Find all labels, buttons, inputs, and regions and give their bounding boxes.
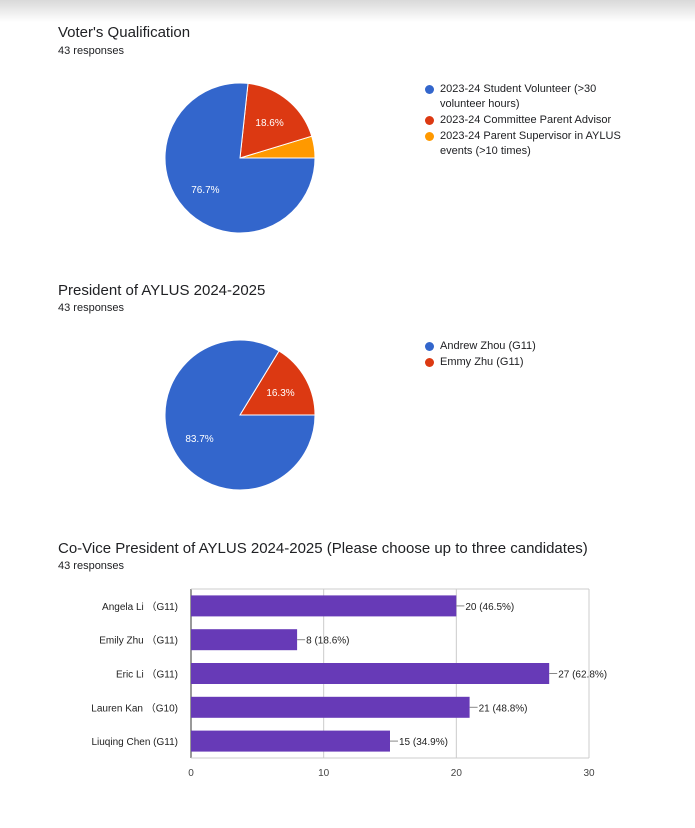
bar[interactable] bbox=[191, 663, 550, 684]
legend-swatch bbox=[425, 342, 434, 351]
pie-voter-qualification: 18.6% 76.7% bbox=[164, 82, 316, 234]
pie-slice-label: 16.3% bbox=[266, 388, 294, 399]
question-1-title: Voter's Qualification bbox=[58, 24, 191, 41]
category-label: Emily Zhu （G11) bbox=[99, 635, 178, 647]
bar[interactable] bbox=[191, 595, 457, 617]
pie-slice[interactable] bbox=[164, 339, 316, 491]
pie-slice-label: 18.6% bbox=[255, 118, 283, 129]
legend-item-committee-parent-advisor[interactable]: 2023-24 Committee Parent Advisor bbox=[425, 113, 625, 128]
value-label: 20 (46.5%) bbox=[465, 602, 514, 613]
legend-swatch bbox=[425, 116, 434, 125]
legend-swatch bbox=[425, 85, 434, 94]
pie-slice[interactable] bbox=[239, 82, 313, 159]
bar[interactable] bbox=[191, 696, 470, 718]
pie-president: 16.3% 83.7% bbox=[164, 339, 316, 491]
legend-label: Andrew Zhou (G11) bbox=[440, 340, 536, 352]
legend-label: 2023-24 Parent Supervisor in AYLUS event… bbox=[440, 130, 621, 157]
x-tick-label: 10 bbox=[318, 768, 330, 779]
top-shadow bbox=[0, 0, 695, 22]
category-label: Lauren Kan （G10) bbox=[91, 702, 178, 714]
legend-voter-qualification: 2023-24 Student Volunteer (>30 volunteer… bbox=[425, 82, 625, 160]
legend-label: Emmy Zhu (G11) bbox=[440, 356, 524, 368]
value-label: 8 (18.6%) bbox=[306, 636, 349, 647]
legend-item-andrew-zhou[interactable]: Andrew Zhou (G11) bbox=[425, 339, 625, 354]
value-label: 21 (48.8%) bbox=[479, 703, 528, 714]
question-1-responses: 43 responses bbox=[58, 45, 125, 57]
value-label: 27 (62.8%) bbox=[558, 670, 607, 681]
category-label: Liuqing Chen (G11) bbox=[91, 737, 178, 748]
legend-swatch bbox=[425, 358, 434, 367]
legend-label: 2023-24 Committee Parent Advisor bbox=[440, 114, 612, 126]
category-label: Eric Li （G11) bbox=[116, 669, 178, 681]
value-label: 15 (34.9%) bbox=[399, 737, 448, 748]
question-3-title: Co-Vice President of AYLUS 2024-2025 (Pl… bbox=[58, 540, 588, 557]
x-tick-label: 30 bbox=[583, 768, 595, 779]
x-tick-label: 20 bbox=[451, 768, 463, 779]
x-tick-label: 0 bbox=[188, 768, 194, 779]
question-2-responses: 43 responses bbox=[58, 302, 125, 314]
legend-label: 2023-24 Student Volunteer (>30 volunteer… bbox=[440, 83, 597, 110]
bar[interactable] bbox=[191, 730, 390, 752]
pie-slice[interactable] bbox=[164, 82, 316, 234]
legend-president: Andrew Zhou (G11) Emmy Zhu (G11) bbox=[425, 339, 625, 371]
legend-item-student-volunteer[interactable]: 2023-24 Student Volunteer (>30 volunteer… bbox=[425, 82, 625, 112]
pie-slice[interactable] bbox=[239, 350, 316, 416]
legend-item-parent-supervisor[interactable]: 2023-24 Parent Supervisor in AYLUS event… bbox=[425, 129, 625, 159]
pie-slice-label: 83.7% bbox=[185, 434, 213, 445]
legend-swatch bbox=[425, 132, 434, 141]
legend-item-emmy-zhu[interactable]: Emmy Zhu (G11) bbox=[425, 355, 625, 370]
question-3-responses: 43 responses bbox=[58, 560, 125, 572]
category-label: Angela Li （G11) bbox=[102, 601, 178, 613]
question-2-title: President of AYLUS 2024-2025 bbox=[58, 282, 266, 299]
pie-slice-label: 76.7% bbox=[191, 185, 219, 196]
bar[interactable] bbox=[191, 629, 298, 651]
